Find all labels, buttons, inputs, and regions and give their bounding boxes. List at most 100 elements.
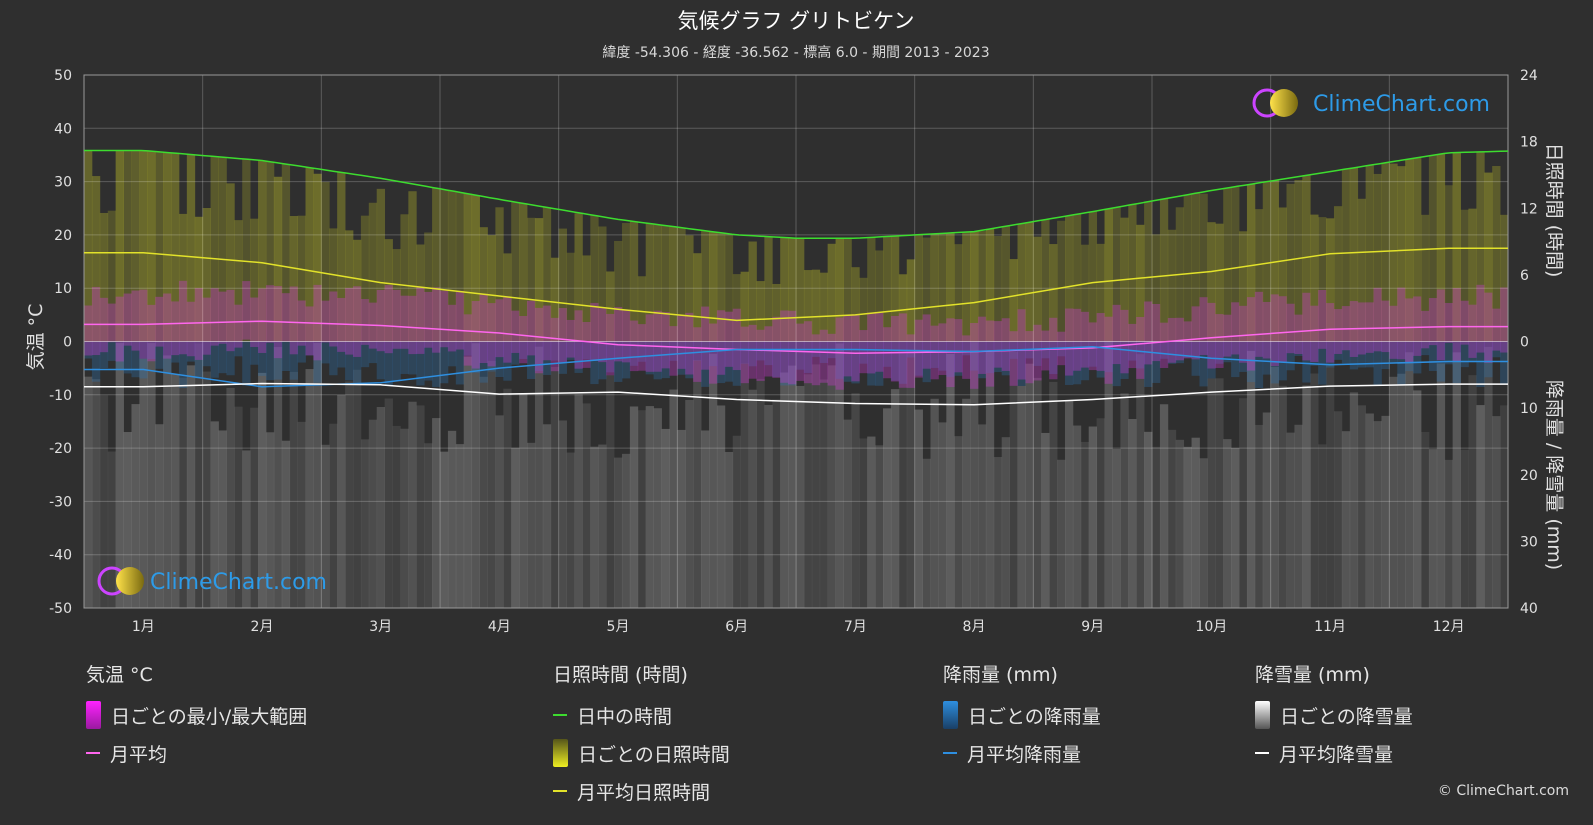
daily-sunshine-bar xyxy=(400,214,409,342)
daily-rain-bar xyxy=(1318,341,1327,385)
legend-label: 月平均降雪量 xyxy=(1279,743,1394,766)
daily-sunshine-bar xyxy=(898,274,908,342)
daily-snow-bar xyxy=(487,360,496,608)
daily-sunshine-bar xyxy=(1215,223,1224,342)
daily-sunshine-bar xyxy=(621,223,631,342)
daily-rain-bar xyxy=(1223,341,1232,363)
y-tick-right-sunshine: 6 xyxy=(1520,268,1529,284)
daily-sunshine-bar xyxy=(155,151,164,342)
daily-sunshine-bar xyxy=(851,267,860,342)
daily-rain-bar xyxy=(163,341,172,373)
daily-sunshine-bar xyxy=(827,243,836,342)
x-tick-month: 9月 xyxy=(1081,619,1104,635)
daily-rain-bar xyxy=(716,341,726,384)
daily-rain-bar xyxy=(234,341,243,357)
daily-snow-bar xyxy=(566,452,575,608)
daily-rain-bar xyxy=(432,341,441,387)
daily-snow-bar xyxy=(1468,375,1477,608)
daily-sunshine-bar xyxy=(1452,152,1461,342)
daily-rain-bar xyxy=(440,341,449,384)
daily-sunshine-bar xyxy=(1064,215,1074,342)
daily-rain-bar xyxy=(297,341,306,363)
daily-sunshine-bar xyxy=(440,189,449,342)
daily-temp-range-bar xyxy=(1199,297,1208,355)
daily-snow-bar xyxy=(558,420,567,608)
daily-temp-range-bar xyxy=(1468,304,1477,358)
logo-bottom: ClimeChart.com xyxy=(97,566,327,596)
daily-sunshine-bar xyxy=(1310,214,1319,342)
daily-rain-bar xyxy=(218,341,227,374)
daily-sunshine-bar xyxy=(91,176,101,342)
legend-item-rain-avg: 月平均降雨量 xyxy=(943,734,1101,772)
daily-sunshine-bar xyxy=(724,233,734,342)
daily-snow-bar xyxy=(1452,352,1461,608)
daily-snow-bar xyxy=(938,422,947,608)
daily-snow-bar xyxy=(796,385,805,608)
daily-rain-bar xyxy=(202,341,211,367)
daily-snow-bar xyxy=(867,436,876,608)
temp-range-swatch xyxy=(86,701,101,729)
daily-snow-bar xyxy=(1231,447,1240,608)
daily-snow-bar xyxy=(1104,341,1113,608)
daily-temp-range-bar xyxy=(91,286,101,356)
daily-snow-bar xyxy=(1033,377,1042,608)
daily-rain-bar xyxy=(376,341,386,380)
daily-snow-bar xyxy=(416,405,425,608)
daily-sunshine-bar xyxy=(875,250,884,342)
daily-sunshine-bar xyxy=(234,220,243,342)
daily-temp-range-bar xyxy=(186,301,196,357)
daily-temp-range-bar xyxy=(566,319,575,358)
x-tick-month: 7月 xyxy=(844,619,867,635)
daily-temp-range-bar xyxy=(1112,304,1121,365)
daily-snow-bar xyxy=(1413,390,1422,608)
daily-sunshine-bar xyxy=(345,230,354,342)
daily-rain-bar xyxy=(1413,341,1422,374)
daily-temp-range-bar xyxy=(661,311,670,369)
x-tick-month: 11月 xyxy=(1314,619,1346,635)
daily-rain-bar xyxy=(495,341,504,378)
daily-sunshine-bar xyxy=(99,212,109,342)
daily-rain-bar xyxy=(281,341,291,372)
daily-rain-bar xyxy=(851,341,860,384)
daily-temp-range-bar xyxy=(345,287,354,355)
daily-snow-bar xyxy=(708,353,718,608)
daily-sunshine-bar xyxy=(1270,180,1279,342)
daily-rain-bar xyxy=(629,341,639,366)
logo-sun-icon xyxy=(1270,89,1298,117)
daily-snow-bar xyxy=(819,379,829,608)
daily-temp-range-bar xyxy=(716,310,726,375)
daily-rain-bar xyxy=(685,341,694,379)
daily-rain-bar xyxy=(661,341,670,379)
x-tick-month: 3月 xyxy=(369,619,392,635)
daily-sunshine-bar xyxy=(1341,169,1351,342)
daily-sunshine-bar xyxy=(1476,151,1485,342)
daily-sunshine-bar xyxy=(661,225,670,342)
daily-rain-bar xyxy=(1088,341,1098,367)
daily-temp-range-bar xyxy=(1326,303,1335,363)
daily-snow-bar xyxy=(463,356,473,608)
daily-snow-bar xyxy=(1120,393,1129,608)
daily-rain-bar xyxy=(242,341,251,386)
daily-snow-bar xyxy=(1389,376,1398,608)
daily-snow-bar xyxy=(716,405,726,608)
daily-temp-range-bar xyxy=(479,293,488,364)
daily-rain-bar xyxy=(1357,341,1366,368)
daily-sunshine-bar xyxy=(424,232,433,342)
daily-snow-bar xyxy=(1262,412,1272,608)
daily-snow-bar xyxy=(400,428,409,608)
daily-rain-bar xyxy=(772,341,781,378)
daily-snow-bar xyxy=(384,398,393,608)
daily-temp-range-bar xyxy=(1270,294,1279,367)
daily-temp-range-bar xyxy=(234,304,243,348)
daily-temp-range-bar xyxy=(1294,314,1303,355)
daily-temp-range-bar xyxy=(1460,300,1469,345)
daily-temp-range-bar xyxy=(1009,331,1018,386)
daily-sunshine-bar xyxy=(84,150,93,342)
daily-temp-range-bar xyxy=(1136,316,1145,379)
daily-temp-range-bar xyxy=(645,314,654,372)
daily-sunshine-bar xyxy=(250,218,259,342)
daily-rain-bar xyxy=(1112,341,1121,387)
daily-rain-bar xyxy=(550,341,560,361)
daily-temp-range-bar xyxy=(503,297,512,363)
daily-sunshine-bar xyxy=(273,176,283,342)
